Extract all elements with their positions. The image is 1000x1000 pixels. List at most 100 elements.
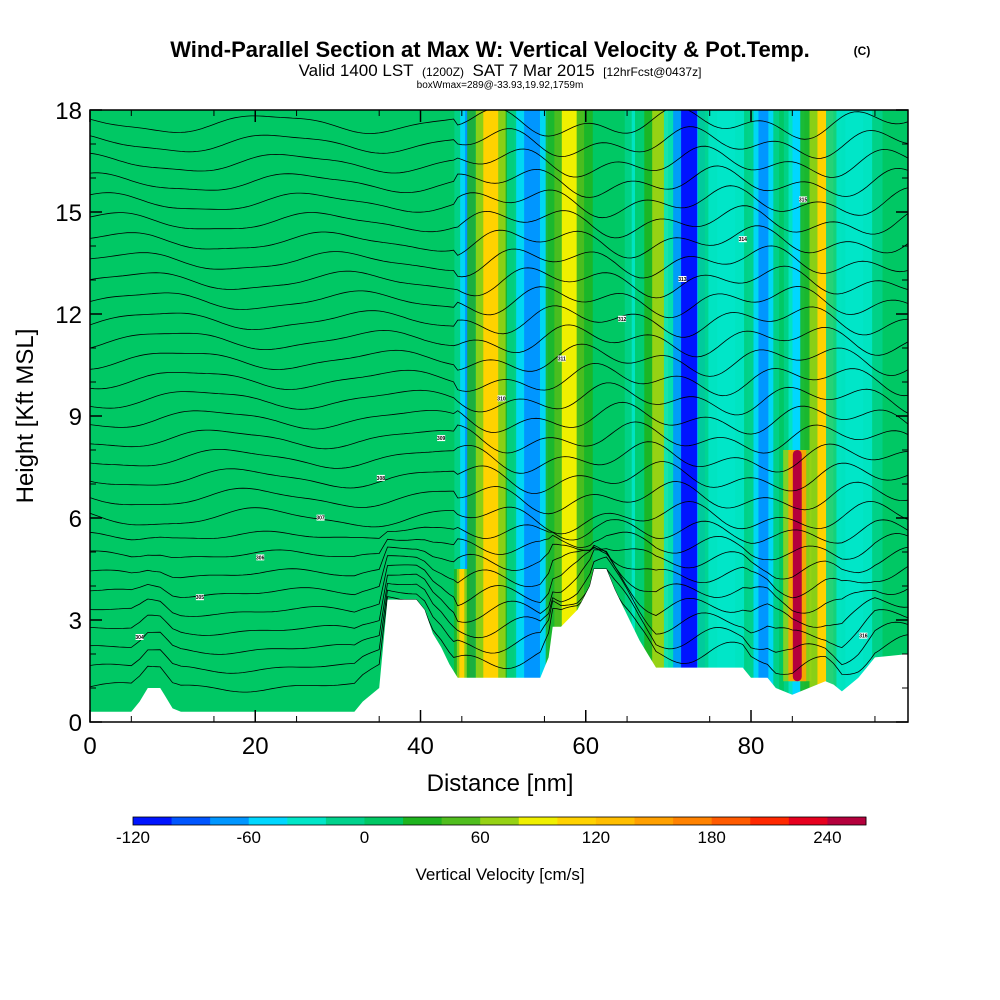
chart-title: Wind-Parallel Section at Max W: Vertical… [170,37,810,62]
isentrope-line [90,544,908,617]
y-tick-label: 0 [69,710,82,737]
theta-label-box [738,236,747,243]
theta-label-box [135,634,144,640]
theta-label: 312 [618,315,627,323]
colorbar-swatch [788,817,828,825]
isentrope-line [90,265,908,299]
isentrope-line [90,110,908,140]
theta-label-box [256,554,265,561]
theta-label: 314 [738,236,747,243]
colorbar-swatch [441,817,481,825]
colorbar-swatch [750,817,790,825]
isentrope-line [90,245,908,279]
theta-label: 315 [799,196,808,203]
colorbar-swatch [133,817,173,825]
valid-utc: (1200Z) [422,65,464,79]
theta-label-box [859,632,868,639]
x-tick-label: 40 [407,733,434,760]
theta-label-text: 304 [135,635,144,641]
colorbar-swatch [673,817,713,825]
theta-label-text: 306 [256,555,265,561]
theta-label-box [497,395,506,402]
colorbar-label: Vertical Velocity [cm/s] [415,865,584,884]
theta-label-box [316,514,325,521]
valid-date: SAT 7 Mar 2015 [473,61,595,80]
x-tick-label: 20 [242,733,269,760]
isentrope-line [90,286,908,319]
theta-label: 310 [497,395,506,402]
isentrope-line [90,519,908,544]
colorbar-swatch [248,817,288,825]
theta-label-text: 305 [196,595,205,601]
velocity-band [826,110,883,722]
colorbar-frame [132,816,867,826]
isentrope-line [90,568,908,674]
velocity-band-core [483,110,499,722]
colorbar-swatch [711,817,751,825]
theta-label-text: 309 [437,436,446,442]
colorbar-swatch [210,817,250,825]
isentrope-line [90,421,908,454]
velocity-band [697,110,755,722]
isentrope-line [90,568,908,693]
terrain [90,569,908,722]
colorbar-swatch [403,817,443,825]
y-axis-label: Height [Kft MSL] [12,329,39,504]
isentrope-line [90,185,908,219]
theta-label: 306 [256,554,265,561]
colorbar-tick-label: 120 [582,828,610,847]
isentrope-line [90,362,908,397]
colorbar-tick-label: -120 [116,828,150,847]
axes: 0 20 40 60 80 0 3 6 9 12 15 18 [55,98,908,760]
theta-label-box [437,435,446,442]
colorbar-swatch [364,817,404,825]
velocity-band-core [524,110,540,722]
colorbar-swatch [827,817,867,825]
theta-label-text: 311 [558,357,566,363]
forecast-info: [12hrFcst@0437z] [603,65,701,79]
velocity-band-core [459,569,465,722]
theta-label: 313 [678,275,687,283]
y-tick-label: 15 [55,200,82,227]
colorbar-swatch [325,817,365,825]
theta-label-box [678,275,687,282]
velocity-band-peak [795,458,800,674]
isentrope-line [90,543,908,580]
velocity-band-core [561,110,577,722]
colorbar-swatch [287,817,327,825]
theta-label-text: 312 [618,317,627,323]
theta-label-text: 308 [377,476,386,482]
isentrope-line [90,549,908,636]
isentrope-line [90,401,908,435]
theta-label-box [557,355,566,362]
isentrope-line [90,382,908,416]
colorbar-swatch [171,817,211,825]
x-tick-label: 60 [572,733,599,760]
theta-label-box [618,315,627,322]
isentrope-line [90,441,908,474]
y-tick-label: 6 [69,506,82,533]
colorbar-swatch [595,817,636,825]
isentrope-line [90,126,908,159]
theta-label: 309 [437,435,446,442]
x-tick-label: 0 [83,733,96,760]
theta-label: 307 [316,514,325,522]
isentrope-line [90,145,908,178]
theta-label-box [799,196,808,203]
plot-area: 304 305 306 307 308 309 310 311 312 313 314 315 316 [90,110,908,722]
colorbar-tick-label: -60 [236,828,261,847]
theta-label-text: 316 [859,634,868,640]
isentrope-line [90,205,908,239]
velocity-band-core [845,110,864,722]
theta-label: 305 [196,594,205,601]
box-info: boxWmax=289@-33.93,19.92,1759m [417,80,584,91]
theta-label: 311 [557,355,566,363]
velocity-band-core [758,110,769,722]
colorbar-swatch [480,817,520,825]
y-tick-label: 18 [55,98,82,125]
valid-time: Valid 1400 LST (1200Z) SAT 7 Mar 2015 [1… [299,61,702,80]
isentrope-line [90,324,908,358]
isentrope-line [90,165,908,198]
isentrope-line [90,481,908,515]
